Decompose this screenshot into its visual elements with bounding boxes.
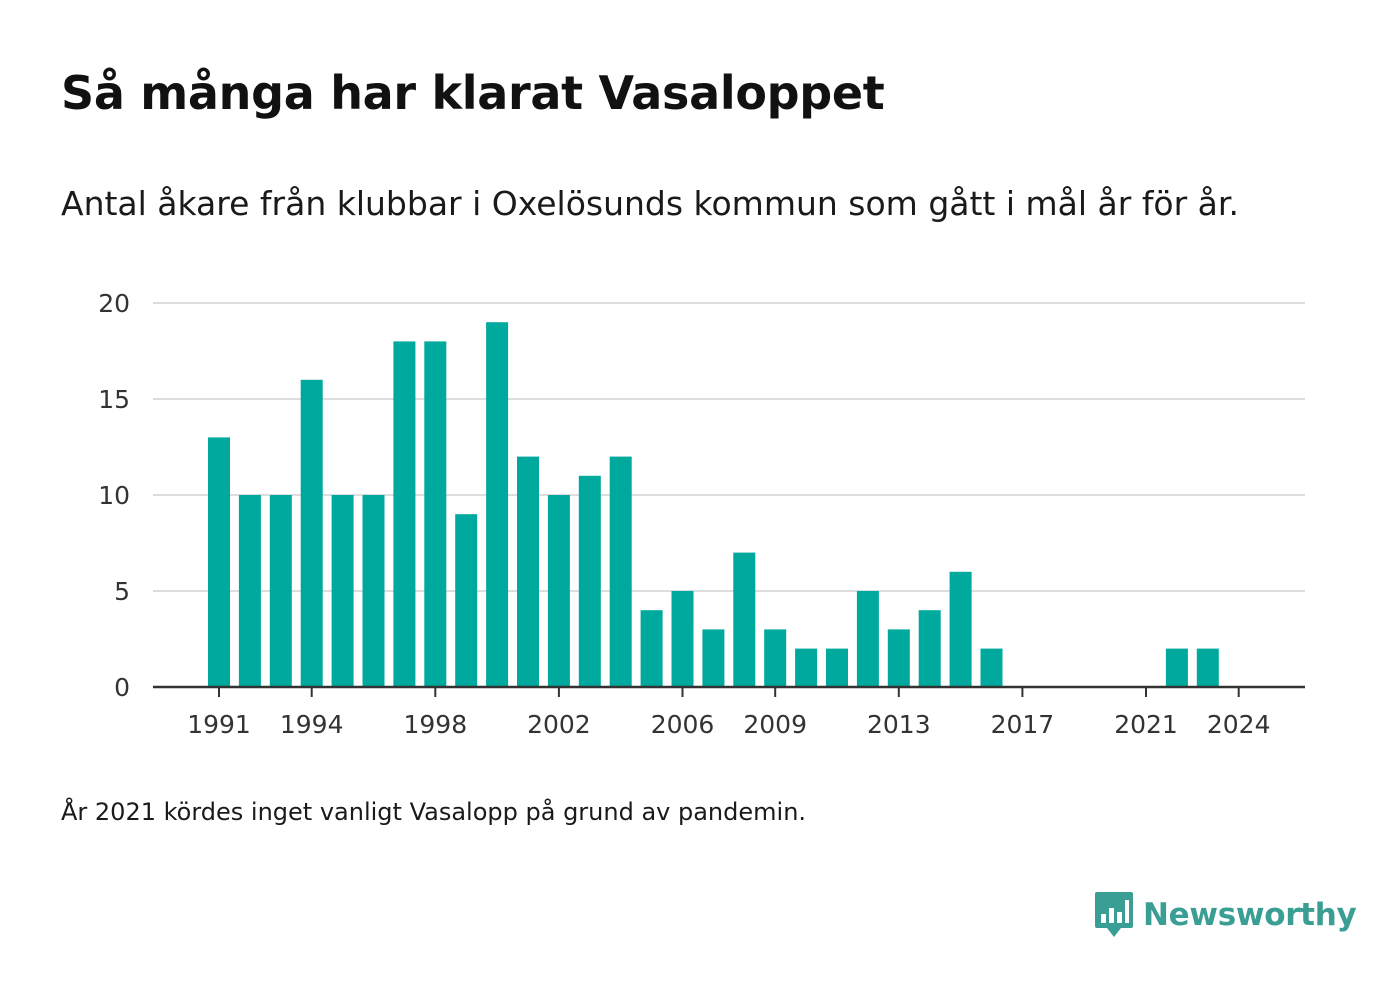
- bar: [331, 495, 354, 687]
- x-tick-label: 2021: [1114, 710, 1178, 739]
- bar: [640, 610, 663, 687]
- x-tick-label: 2006: [651, 710, 715, 739]
- bar: [856, 591, 879, 687]
- y-tick-label: 5: [114, 577, 130, 606]
- y-tick-label: 10: [98, 481, 130, 510]
- bar: [238, 495, 261, 687]
- bar: [455, 514, 478, 687]
- footnote: År 2021 kördes inget vanligt Vasalopp på…: [61, 798, 807, 826]
- bar: [980, 648, 1003, 687]
- bar: [733, 552, 756, 687]
- x-tick-label: 2017: [991, 710, 1055, 739]
- chart-title: Så många har klarat Vasaloppet: [61, 66, 885, 120]
- bar: [795, 648, 818, 687]
- bar: [362, 495, 385, 687]
- bar: [208, 437, 230, 687]
- bar: [424, 341, 447, 687]
- x-tick-label: 2013: [867, 710, 931, 739]
- y-tick-label: 15: [98, 385, 130, 414]
- bar: [486, 322, 509, 687]
- x-tick-label: 1991: [187, 710, 251, 739]
- bar: [887, 629, 910, 687]
- newsworthy-chart-logo-icon: [1095, 892, 1133, 937]
- bar: [949, 571, 972, 687]
- bar: [578, 475, 601, 687]
- y-tick-label: 20: [98, 289, 130, 318]
- chart-subtitle: Antal åkare från klubbar i Oxelösunds ko…: [61, 184, 1239, 223]
- bar: [1196, 648, 1219, 687]
- bar: [764, 629, 787, 687]
- x-tick-label: 2009: [743, 710, 807, 739]
- bar: [517, 456, 539, 687]
- bar: [609, 456, 632, 687]
- brand-name: Newsworthy: [1143, 897, 1357, 933]
- bars: [208, 322, 1219, 687]
- bar: [393, 341, 416, 687]
- x-tick-label: 1994: [280, 710, 344, 739]
- newsworthy-logo: Newsworthy: [1093, 890, 1357, 940]
- bar: [1165, 648, 1188, 687]
- bar: [918, 610, 941, 687]
- x-tick-label: 2002: [527, 710, 591, 739]
- gridlines: [153, 302, 1305, 592]
- x-tick-label: 1998: [403, 710, 467, 739]
- bar: [702, 629, 725, 687]
- axes: 0 5 10 15 20 1991 1994 1998 2002 2006 2009 2013 2017…: [98, 289, 1305, 739]
- y-tick-label: 0: [114, 673, 130, 702]
- bar-chart: 0 5 10 15 20 1991 1994 1998 2002 2006 2009 2013 2017…: [98, 289, 1305, 739]
- bar: [826, 648, 848, 687]
- bar: [269, 495, 292, 687]
- bar: [671, 591, 694, 687]
- bar: [547, 495, 570, 687]
- bar: [300, 379, 323, 687]
- x-tick-label: 2024: [1207, 710, 1271, 739]
